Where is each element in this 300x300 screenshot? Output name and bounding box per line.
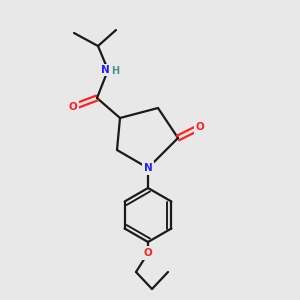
Text: H: H [111,66,119,76]
Text: O: O [69,102,77,112]
Text: O: O [144,248,152,258]
Text: N: N [144,163,152,173]
Text: O: O [196,122,204,132]
Text: N: N [100,65,109,75]
